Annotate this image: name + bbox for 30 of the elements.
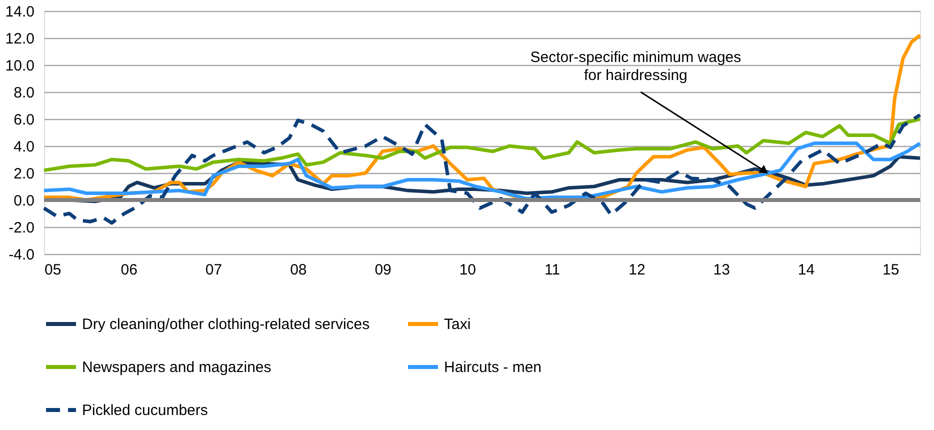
x-tick-label: 10: [459, 262, 476, 278]
legend-label: Haircuts - men: [444, 359, 542, 376]
x-tick-label: 11: [544, 262, 560, 278]
x-tick-label: 13: [713, 262, 730, 278]
x-tick-label: 12: [628, 262, 646, 278]
y-tick-label: 12.0: [5, 30, 34, 48]
y-tick-label: -2.0: [8, 220, 34, 236]
x-tick-label: 06: [120, 262, 138, 278]
x-tick-label: 07: [205, 262, 222, 278]
y-tick-label: 10.0: [5, 58, 34, 74]
y-tick-label: 0.0: [14, 192, 34, 210]
legend-label: Taxi: [444, 316, 471, 333]
annotation: Sector-specific minimum wages for hairdressing: [530, 49, 742, 84]
y-tick-label: 8.0: [14, 84, 34, 102]
x-tick-label: 09: [374, 262, 392, 278]
legend-label: Newspapers and magazines: [82, 359, 272, 376]
x-tick-label: 05: [44, 262, 62, 278]
legend-label: Dry cleaning/other clothing-related services: [82, 316, 370, 333]
legend-label: Pickled cucumbers: [82, 402, 208, 419]
y-tick-label: 6.0: [14, 112, 34, 128]
x-tick-label: 08: [290, 262, 307, 278]
x-tick-label: 14: [798, 262, 815, 278]
y-tick-label: 4.0: [14, 138, 34, 156]
y-tick-label: 2.0: [14, 166, 34, 182]
line-series: [42, 142, 922, 200]
line-series: [42, 117, 922, 172]
x-tick-label: 15: [882, 262, 900, 278]
y-tick-label: 14.0: [5, 4, 34, 20]
line-series: [42, 113, 922, 225]
y-tick-label: -4.0: [8, 246, 34, 264]
